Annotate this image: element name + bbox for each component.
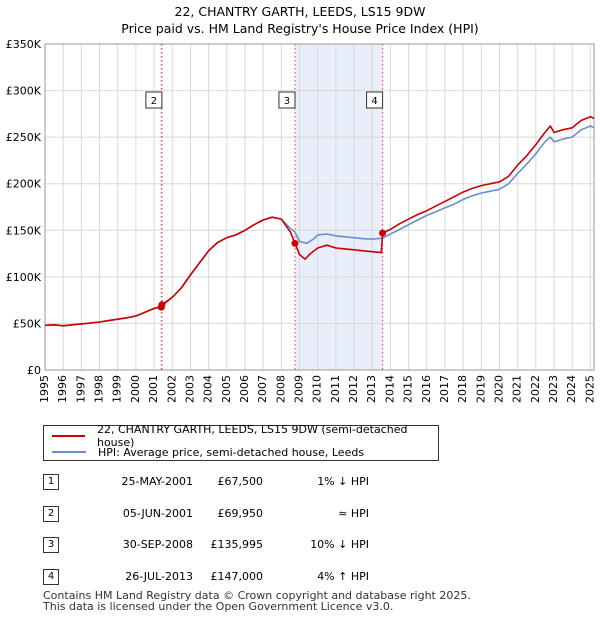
x-tick-label: 2025 bbox=[583, 375, 596, 403]
transaction-marker-label: 4 bbox=[371, 96, 377, 107]
x-tick-label: 2009 bbox=[293, 375, 306, 403]
x-tick-label: 2018 bbox=[456, 375, 469, 403]
transaction-marker-label: 2 bbox=[151, 96, 157, 107]
x-tick-label: 2000 bbox=[129, 375, 142, 403]
property-price-line bbox=[44, 115, 595, 327]
x-tick-label: 2005 bbox=[220, 375, 233, 403]
table-row: 2 05-JUN-2001 £69,950 ≈ HPI bbox=[43, 502, 403, 534]
x-tick-label: 2015 bbox=[402, 375, 415, 403]
transaction-number: 1 bbox=[43, 474, 59, 490]
legend: 22, CHANTRY GARTH, LEEDS, LS15 9DW (semi… bbox=[43, 423, 439, 461]
transaction-marker-label: 3 bbox=[284, 96, 290, 107]
x-tick-label: 1998 bbox=[93, 375, 106, 403]
footer: Contains HM Land Registry data © Crown c… bbox=[43, 590, 471, 612]
transaction-point bbox=[379, 229, 387, 237]
transaction-date: 25-MAY-2001 bbox=[121, 475, 193, 488]
transaction-hpi: 1% ↓ HPI bbox=[317, 475, 369, 488]
x-tick-label: 2012 bbox=[347, 375, 360, 403]
x-tick-label: 2006 bbox=[238, 375, 251, 403]
transaction-marker-box bbox=[366, 91, 384, 109]
transaction-marker-box bbox=[278, 91, 296, 109]
chart-subtitle: Price paid vs. HM Land Registry's House … bbox=[121, 21, 479, 36]
x-tick-label: 2019 bbox=[474, 375, 487, 403]
x-tick-label: 2014 bbox=[383, 375, 396, 403]
y-tick-label: £300K bbox=[6, 85, 42, 98]
transaction-hpi: 10% ↓ HPI bbox=[310, 538, 369, 551]
chart-title-block: 22, CHANTRY GARTH, LEEDS, LS15 9DW Price… bbox=[0, 3, 600, 37]
transaction-price: £69,950 bbox=[217, 506, 264, 520]
x-tick-label: 2001 bbox=[147, 375, 160, 403]
y-tick-label: £250K bbox=[6, 131, 42, 144]
transaction-number: 3 bbox=[43, 537, 59, 553]
x-tick-label: 2011 bbox=[329, 375, 342, 403]
footer-licence: This data is licensed under the Open Gov… bbox=[43, 600, 394, 613]
legend-label-hpi: HPI: Average price, semi-detached house,… bbox=[98, 445, 365, 459]
price-chart: £0 £50K £100K £150K £200K £250K £300K £350K 1995… bbox=[6, 38, 597, 403]
x-tick-label: 2017 bbox=[438, 375, 451, 403]
transaction-date: 30-SEP-2008 bbox=[122, 538, 193, 551]
transaction-point bbox=[291, 239, 299, 247]
y-tick-label: £150K bbox=[6, 224, 42, 237]
x-tick-label: 2004 bbox=[202, 375, 215, 403]
y-tick-label: £50K bbox=[13, 317, 42, 330]
x-tick-label: 2020 bbox=[492, 375, 505, 403]
legend-swatch-hpi bbox=[52, 451, 86, 453]
transactions-table: 1 25-MAY-2001 £67,500 1% ↓ HPI 2 05-JUN-… bbox=[43, 470, 403, 596]
table-row: 1 25-MAY-2001 £67,500 1% ↓ HPI bbox=[43, 470, 403, 502]
plot-frame bbox=[44, 43, 595, 371]
chart-title: 22, CHANTRY GARTH, LEEDS, LS15 9DW bbox=[174, 4, 426, 19]
x-tick-label: 1995 bbox=[38, 375, 51, 403]
table-row: 4 26-JUL-2013 £147,000 4% ↑ HPI bbox=[43, 565, 403, 597]
transaction-price: £147,000 bbox=[210, 569, 264, 583]
footer-copyright: Contains HM Land Registry data © Crown c… bbox=[43, 589, 471, 602]
transaction-hpi: 4% ↑ HPI bbox=[317, 569, 369, 583]
x-tick-label: 2013 bbox=[365, 375, 378, 403]
transaction-hpi: ≈ HPI bbox=[338, 506, 369, 520]
x-tick-label: 2021 bbox=[511, 375, 524, 403]
legend-item-property: 22, CHANTRY GARTH, LEEDS, LS15 9DW (semi… bbox=[52, 423, 438, 449]
transaction-price: £135,995 bbox=[210, 538, 264, 551]
x-tick-label: 2023 bbox=[547, 375, 560, 403]
y-tick-label: £0 bbox=[27, 364, 41, 377]
transaction-number: 2 bbox=[43, 505, 59, 522]
legend-item-hpi: HPI: Average price, semi-detached house,… bbox=[52, 444, 364, 460]
transaction-marker-box bbox=[145, 91, 163, 109]
x-tick-label: 2024 bbox=[565, 375, 578, 403]
transaction-date: 26-JUL-2013 bbox=[125, 569, 193, 583]
x-tick-label: 2010 bbox=[311, 375, 324, 403]
x-tick-label: 2002 bbox=[165, 375, 178, 403]
legend-swatch-property bbox=[52, 435, 85, 437]
x-tick-label: 1996 bbox=[56, 375, 69, 403]
y-tick-label: £100K bbox=[6, 271, 42, 284]
transaction-date: 05-JUN-2001 bbox=[122, 506, 193, 520]
transaction-number: 4 bbox=[43, 568, 59, 585]
x-tick-label: 2007 bbox=[256, 375, 269, 403]
x-tick-label: 2008 bbox=[274, 375, 287, 403]
x-tick-label: 1997 bbox=[74, 375, 87, 403]
y-tick-label: £350K bbox=[6, 38, 42, 51]
x-tick-label: 1999 bbox=[111, 375, 124, 403]
table-row: 3 30-SEP-2008 £135,995 10% ↓ HPI bbox=[43, 533, 403, 565]
x-tick-label: 2016 bbox=[420, 375, 433, 403]
x-tick-label: 2022 bbox=[529, 375, 542, 403]
y-tick-label: £200K bbox=[6, 178, 42, 191]
x-tick-label: 2003 bbox=[183, 375, 196, 403]
transaction-price: £67,500 bbox=[217, 475, 264, 488]
transaction-point bbox=[158, 301, 166, 309]
legend-label-property: 22, CHANTRY GARTH, LEEDS, LS15 9DW (semi… bbox=[96, 423, 408, 449]
